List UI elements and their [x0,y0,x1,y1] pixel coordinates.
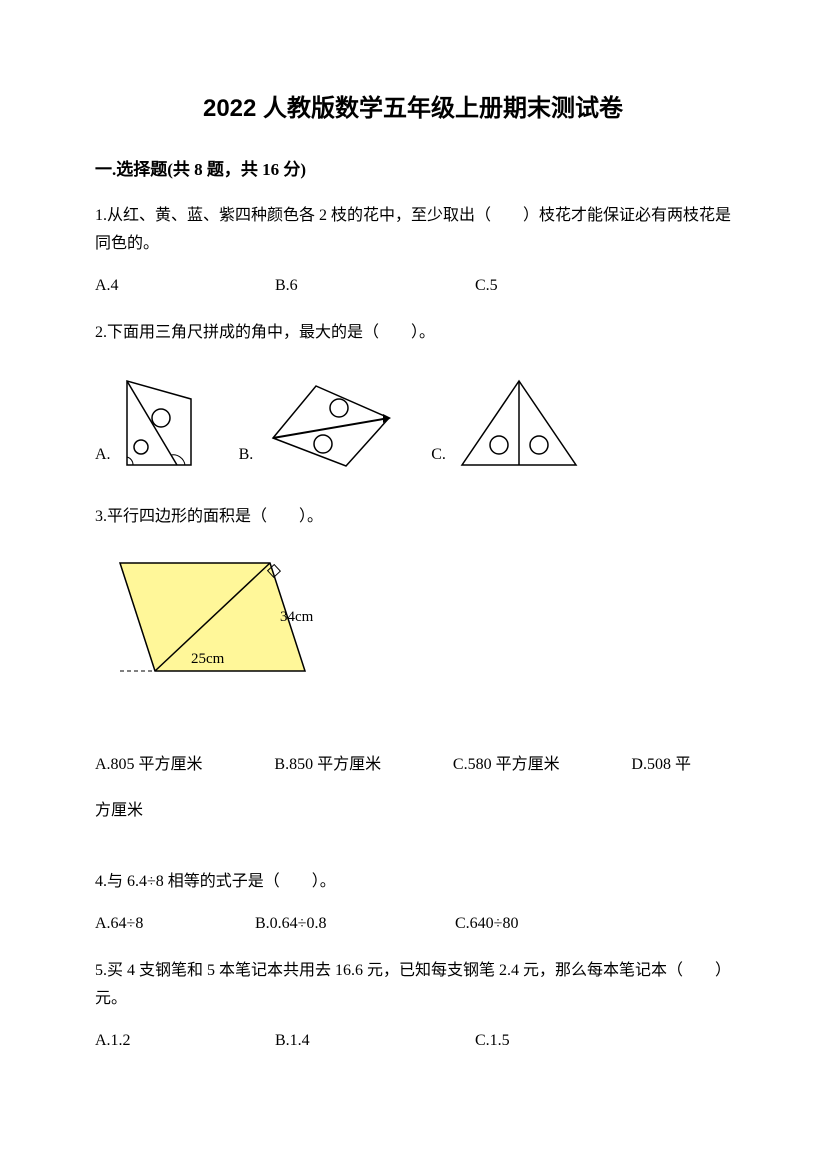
triangle-set-c-icon [454,373,584,473]
question-1-text: 1.从红、黄、蓝、紫四种颜色各 2 枝的花中，至少取出（ ）枝花才能保证必有两枝… [95,202,731,260]
q1-option-b: B.6 [275,273,475,299]
question-3-figure: 25cm 34cm [95,553,731,717]
base-label: 25cm [191,651,225,667]
q4-option-a: A.64÷8 [95,911,255,937]
q2-figure-b: B. [239,378,402,473]
question-2-text: 2.下面用三角尺拼成的角中，最大的是（ ）。 [95,319,731,348]
question-5-options: A.1.2 B.1.4 C.1.5 [95,1028,731,1054]
section-header: 一.选择题(共 8 题，共 16 分) [95,156,731,183]
question-1-options: A.4 B.6 C.5 [95,273,731,299]
parallelogram-icon: 25cm 34cm [95,553,345,708]
q5-option-a: A.1.2 [95,1028,275,1054]
question-3-options: A.805 平方厘米 B.850 平方厘米 C.580 平方厘米 D.508 平 [95,752,731,778]
q2-option-b-label: B. [239,442,254,473]
question-2-figures: A. B. C. [95,373,731,473]
q1-option-c: C.5 [475,273,498,299]
question-5-text: 5.买 4 支钢笔和 5 本笔记本共用去 16.6 元，已知每支钢笔 2.4 元… [95,957,731,1015]
question-4-text: 4.与 6.4÷8 相等的式子是（ ）。 [95,868,731,897]
q2-option-c-label: C. [431,442,446,473]
q3-option-d: D.508 平 [631,752,691,778]
q1-option-a: A.4 [95,273,275,299]
q4-option-c: C.640÷80 [455,911,518,937]
q5-option-b: B.1.4 [275,1028,475,1054]
q3-option-b: B.850 平方厘米 [274,752,381,778]
q3-option-d-line2: 方厘米 [95,798,731,824]
question-3-text: 3.平行四边形的面积是（ ）。 [95,503,731,532]
triangle-set-a-icon [119,373,209,473]
q3-option-c: C.580 平方厘米 [453,752,560,778]
height-label: 34cm [280,609,314,625]
q2-option-a-label: A. [95,442,111,473]
q2-figure-c: C. [431,373,584,473]
q2-figure-a: A. [95,373,209,473]
q3-option-a: A.805 平方厘米 [95,752,203,778]
triangle-set-b-icon [261,378,401,473]
q4-option-b: B.0.64÷0.8 [255,911,455,937]
question-4-options: A.64÷8 B.0.64÷0.8 C.640÷80 [95,911,731,937]
q5-option-c: C.1.5 [475,1028,510,1054]
page-title: 2022 人教版数学五年级上册期末测试卷 [95,90,731,128]
